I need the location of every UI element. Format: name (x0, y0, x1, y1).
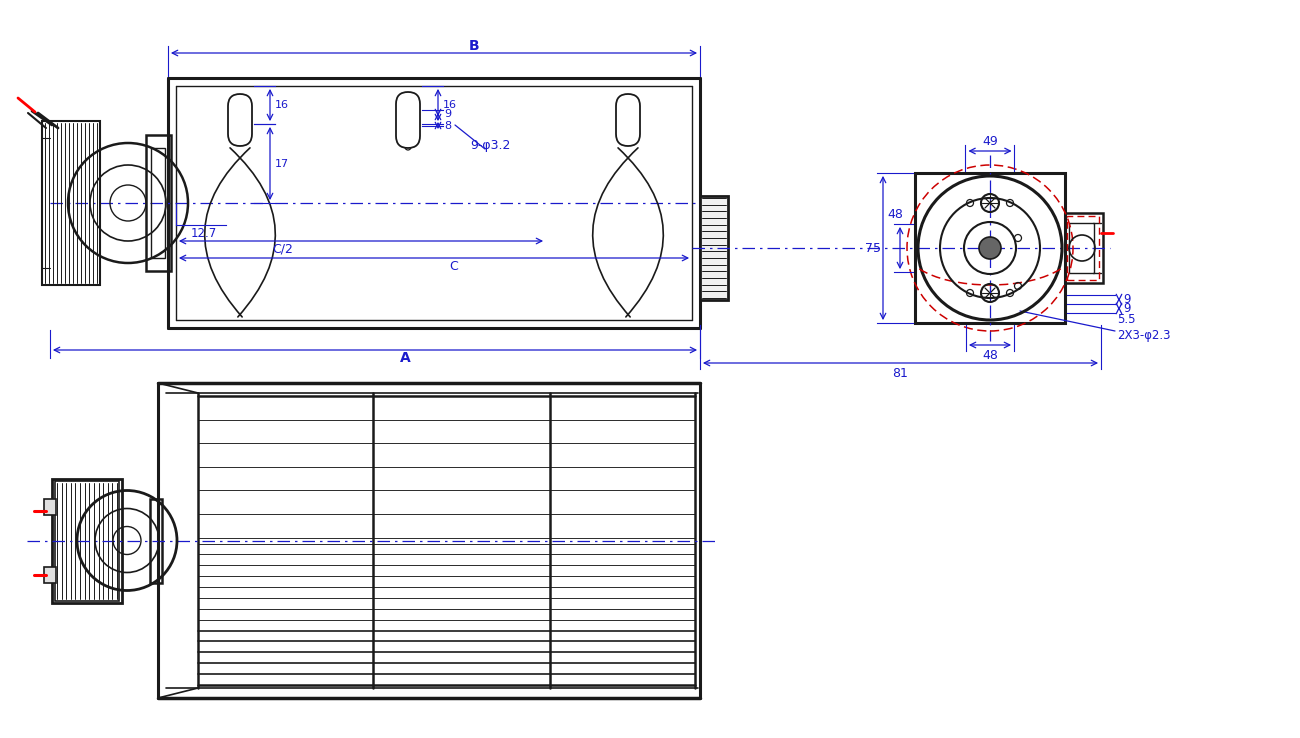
Bar (55, 480, 120, 601)
Text: 9: 9 (1123, 302, 1131, 315)
Text: C/2: C/2 (273, 243, 294, 255)
Bar (44, 498, 56, 514)
Bar (52, 478, 122, 602)
Text: 16: 16 (276, 100, 289, 110)
Text: 2X3-φ2.3: 2X3-φ2.3 (1117, 328, 1170, 342)
Bar (1067, 216, 1098, 280)
Bar (146, 135, 172, 271)
Text: 16: 16 (443, 100, 458, 110)
FancyBboxPatch shape (227, 94, 252, 146)
Text: 49: 49 (982, 134, 998, 148)
Text: 75: 75 (864, 241, 881, 255)
Bar (44, 567, 56, 582)
Text: 5.5: 5.5 (1117, 312, 1135, 325)
Text: 12.7: 12.7 (191, 227, 217, 240)
Circle shape (979, 237, 1001, 259)
Text: A: A (399, 351, 411, 365)
Bar (151, 148, 165, 258)
Bar (915, 173, 1065, 323)
Text: 8: 8 (445, 121, 451, 131)
Bar (1065, 213, 1102, 283)
Bar (42, 121, 100, 285)
Text: B: B (469, 39, 480, 53)
Text: 17: 17 (274, 159, 289, 168)
Text: 81: 81 (893, 367, 909, 379)
Text: 48: 48 (982, 348, 998, 362)
Bar (699, 196, 728, 300)
FancyBboxPatch shape (616, 94, 640, 146)
Text: 9-φ3.2: 9-φ3.2 (469, 139, 510, 151)
FancyBboxPatch shape (396, 92, 420, 148)
Text: C: C (450, 260, 459, 272)
Bar (1069, 223, 1095, 273)
Text: 9: 9 (1123, 293, 1131, 306)
Text: 48: 48 (887, 207, 903, 221)
Bar (150, 498, 162, 582)
Text: 9: 9 (445, 109, 451, 119)
